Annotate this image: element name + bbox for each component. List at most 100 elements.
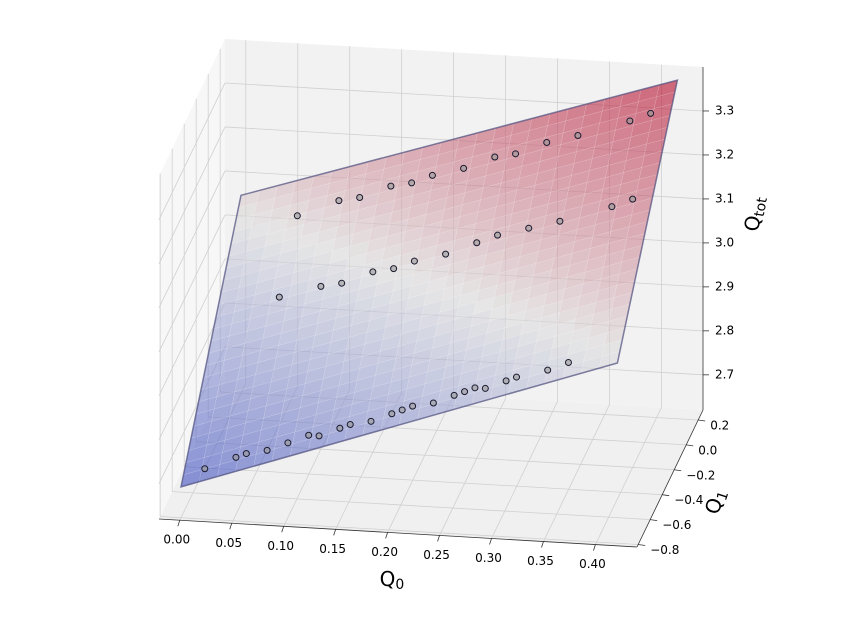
- scatter-point: [442, 250, 450, 258]
- scatter-point: [369, 268, 377, 276]
- scatter-point: [512, 150, 520, 158]
- z-tick-label: 2.8: [715, 323, 734, 337]
- grid-line: [172, 491, 651, 520]
- scatter-point: [502, 377, 510, 385]
- tick-mark: [333, 529, 337, 536]
- grid-line: [158, 170, 226, 309]
- scatter-point: [461, 388, 469, 396]
- scatter-point: [317, 282, 325, 290]
- scatter-point: [336, 424, 344, 432]
- scatter-point: [346, 420, 354, 428]
- scatter-point: [335, 197, 343, 205]
- scatter: [201, 109, 655, 473]
- scatter-point: [367, 417, 375, 425]
- scatter-point: [409, 402, 417, 410]
- surface-outline: [180, 79, 679, 488]
- x-tick-label: 0.05: [215, 536, 242, 550]
- scatter-point: [388, 410, 396, 418]
- axes: 0.00 0.05 0.10 0.15 0.20 0.25 0.30 0.35 0.40 −0.8…: [158, 67, 734, 571]
- grid-line: [543, 404, 610, 542]
- scatter-point: [629, 195, 637, 203]
- grid-line: [158, 126, 226, 265]
- y-tick-label: −0.8: [650, 543, 679, 557]
- x-tick-label: 0.25: [423, 548, 450, 562]
- scatter-point: [471, 384, 479, 392]
- scatter-point: [315, 432, 323, 440]
- surface: [180, 79, 679, 488]
- grid-line: [439, 398, 506, 536]
- grid-line: [184, 466, 663, 496]
- scatter-point: [544, 366, 552, 374]
- scatter-point: [564, 359, 572, 367]
- z-tick-label: 3.1: [715, 191, 734, 205]
- scatter-point: [626, 117, 634, 125]
- z-label-sub: tot: [752, 196, 771, 219]
- z-tick-label: 2.9: [715, 279, 734, 293]
- tick-mark: [650, 519, 658, 521]
- scatter-point: [338, 279, 346, 287]
- y-tick-label: 0.0: [698, 443, 717, 457]
- scatter-point: [201, 465, 209, 473]
- x-axis-label: Q0: [380, 567, 405, 594]
- y-label-base: Q: [699, 495, 727, 517]
- scatter-point: [263, 446, 271, 454]
- tick-mark: [541, 541, 544, 548]
- scatter-point: [460, 164, 468, 172]
- scatter-point: [305, 431, 313, 439]
- scatter-point: [284, 439, 292, 447]
- tick-mark: [385, 532, 388, 539]
- scatter-point: [450, 391, 458, 399]
- grid-line: [158, 82, 226, 221]
- scatter-point: [293, 212, 301, 220]
- tick-mark: [489, 538, 492, 545]
- tick-mark: [698, 419, 706, 422]
- tick-mark: [177, 520, 181, 527]
- x-tick-label: 0.20: [371, 545, 398, 559]
- scatter-point: [387, 182, 395, 190]
- x-tick-label: 0.10: [267, 539, 294, 553]
- z-tick-label: 2.7: [715, 367, 734, 381]
- scatter-point: [242, 450, 250, 458]
- x-axis-line: [158, 518, 638, 548]
- scatter-point: [398, 406, 406, 414]
- grid-line: [491, 401, 558, 539]
- tick-mark: [437, 535, 440, 542]
- scatter-point: [356, 193, 364, 201]
- scatter-point: [608, 203, 616, 211]
- z-axis-label: Qtot: [739, 194, 771, 234]
- scatter-point: [556, 217, 564, 225]
- tick-mark: [593, 544, 596, 551]
- z-label-base: Q: [739, 214, 765, 234]
- scatter-point: [429, 399, 437, 407]
- scatter-point: [494, 231, 502, 239]
- x-tick-label: 0.00: [163, 533, 190, 547]
- y-tick-label: −0.6: [662, 518, 691, 532]
- scatter-point: [473, 239, 481, 247]
- scatter-point: [543, 138, 551, 146]
- y-axis-label: Q1: [699, 486, 732, 518]
- scatter-point: [390, 265, 398, 273]
- scatter-point: [410, 257, 418, 265]
- y-tick-label: 0.2: [710, 418, 729, 432]
- y-tick-label: −0.2: [686, 468, 715, 482]
- scatter-point: [481, 384, 489, 392]
- scatter-point: [647, 109, 655, 117]
- scatter-point: [574, 131, 582, 139]
- tick-mark: [674, 469, 682, 472]
- grid-line: [158, 258, 226, 397]
- x-tick-label: 0.30: [475, 551, 502, 565]
- tick-mark: [662, 494, 670, 497]
- x-label-base: Q: [380, 567, 396, 591]
- z-tick-label: 3.0: [715, 235, 734, 249]
- grid-line: [595, 407, 662, 545]
- grid-line: [160, 516, 639, 545]
- x-tick-label: 0.40: [579, 557, 606, 571]
- x-tick-label: 0.35: [527, 554, 554, 568]
- z-tick-label: 3.3: [715, 103, 734, 117]
- scatter-point: [428, 171, 436, 179]
- grid-line: [387, 395, 454, 533]
- scatter-point: [408, 179, 416, 187]
- scatter-point: [275, 293, 283, 301]
- scatter-point: [513, 373, 521, 381]
